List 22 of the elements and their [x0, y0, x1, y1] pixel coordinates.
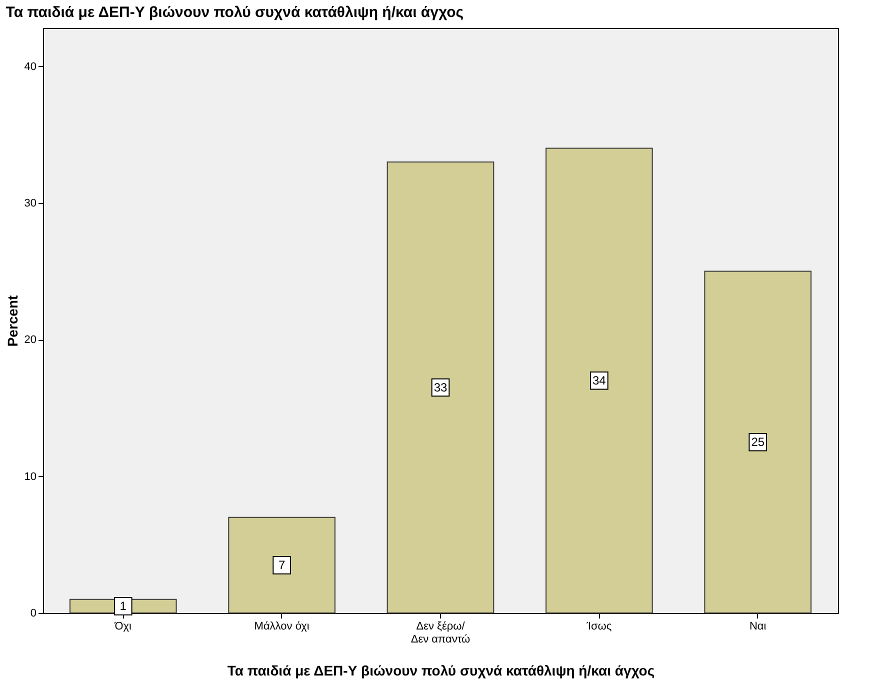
data-label: 25 — [751, 435, 765, 450]
x-tick-label: Μάλλον όχι — [254, 620, 310, 632]
chart-title: Τα παιδιά με ΔΕΠ-Υ βιώνουν πολύ συχνά κατάθλιψη ή/και άγχος — [6, 4, 464, 21]
data-label: 7 — [278, 558, 286, 572]
x-tick-label: Όχι — [114, 620, 132, 632]
data-label: 1 — [120, 599, 127, 614]
y-tick-label: 30 — [24, 197, 36, 210]
y-tick-label: 0 — [30, 608, 36, 620]
data-label: 34 — [592, 374, 606, 388]
x-tick-label: Δεν ξέρω/ Δεν απαντώ — [410, 620, 471, 646]
bar — [386, 161, 494, 614]
y-axis-title: Percent — [4, 294, 20, 347]
y-tick-label: 20 — [24, 334, 36, 346]
x-axis-title: Τα παιδιά με ΔΕΠ-Υ βιώνουν πολύ συχνά κατάθλιψη ή/και άγχος — [227, 662, 655, 678]
y-tick-label: 10 — [24, 470, 36, 483]
bar — [546, 148, 653, 614]
bar — [704, 270, 812, 614]
x-tick-label: Ναι — [749, 620, 767, 632]
y-tick-label: 40 — [24, 60, 36, 73]
bar — [228, 516, 336, 614]
data-label: 33 — [434, 380, 448, 394]
x-tick-label: Ίσως — [586, 620, 612, 632]
